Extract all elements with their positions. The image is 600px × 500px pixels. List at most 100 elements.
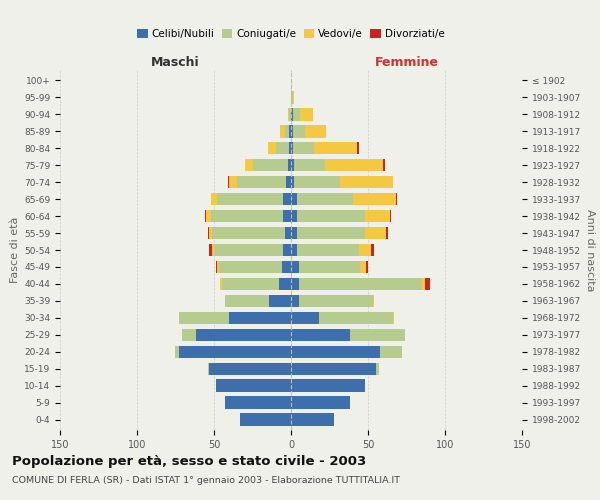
Bar: [291, 125, 293, 138]
Bar: [297, 244, 359, 256]
Bar: [373, 294, 374, 308]
Text: Femmine: Femmine: [374, 56, 439, 69]
Bar: [376, 362, 379, 375]
Bar: [283, 192, 291, 205]
Bar: [209, 362, 291, 375]
Bar: [217, 192, 283, 205]
Bar: [291, 380, 365, 392]
Bar: [282, 260, 291, 274]
Bar: [209, 244, 212, 256]
Bar: [389, 210, 391, 222]
Bar: [350, 328, 405, 342]
Bar: [293, 91, 294, 104]
Bar: [291, 210, 297, 222]
Bar: [325, 158, 383, 172]
Bar: [291, 142, 293, 154]
Bar: [383, 158, 385, 172]
Text: Popolazione per età, sesso e stato civile - 2003: Popolazione per età, sesso e stato civil…: [12, 455, 366, 468]
Bar: [291, 260, 299, 274]
Bar: [291, 176, 294, 188]
Bar: [275, 142, 289, 154]
Bar: [291, 312, 319, 324]
Bar: [211, 210, 283, 222]
Bar: [286, 176, 291, 188]
Y-axis label: Anni di nascita: Anni di nascita: [585, 209, 595, 291]
Bar: [299, 278, 422, 290]
Bar: [175, 346, 179, 358]
Bar: [212, 244, 214, 256]
Bar: [278, 278, 291, 290]
Bar: [222, 278, 278, 290]
Bar: [297, 192, 353, 205]
Bar: [425, 278, 430, 290]
Bar: [359, 244, 371, 256]
Bar: [220, 278, 222, 290]
Bar: [209, 226, 212, 239]
Bar: [357, 142, 359, 154]
Bar: [208, 362, 209, 375]
Bar: [280, 125, 285, 138]
Bar: [291, 396, 350, 409]
Bar: [215, 260, 217, 274]
Bar: [237, 176, 286, 188]
Y-axis label: Fasce di età: Fasce di età: [10, 217, 20, 283]
Bar: [299, 294, 373, 308]
Bar: [291, 91, 293, 104]
Bar: [371, 244, 374, 256]
Bar: [367, 260, 368, 274]
Bar: [285, 125, 289, 138]
Bar: [245, 158, 253, 172]
Bar: [283, 210, 291, 222]
Bar: [291, 226, 297, 239]
Bar: [289, 108, 291, 120]
Bar: [293, 142, 314, 154]
Bar: [288, 108, 289, 120]
Text: COMUNE DI FERLA (SR) - Dati ISTAT 1° gennaio 2003 - Elaborazione TUTTITALIA.IT: COMUNE DI FERLA (SR) - Dati ISTAT 1° gen…: [12, 476, 400, 485]
Bar: [305, 125, 326, 138]
Bar: [291, 158, 294, 172]
Bar: [293, 108, 300, 120]
Bar: [211, 192, 217, 205]
Bar: [294, 176, 340, 188]
Bar: [268, 142, 275, 154]
Bar: [229, 312, 291, 324]
Bar: [365, 210, 389, 222]
Bar: [300, 108, 313, 120]
Text: Maschi: Maschi: [151, 56, 200, 69]
Bar: [215, 380, 291, 392]
Bar: [299, 260, 360, 274]
Bar: [291, 346, 380, 358]
Bar: [297, 226, 365, 239]
Bar: [353, 192, 396, 205]
Bar: [214, 244, 283, 256]
Bar: [225, 396, 291, 409]
Bar: [294, 158, 325, 172]
Bar: [253, 158, 288, 172]
Bar: [196, 328, 291, 342]
Bar: [297, 210, 365, 222]
Bar: [386, 226, 388, 239]
Bar: [360, 260, 367, 274]
Bar: [340, 176, 392, 188]
Bar: [269, 294, 291, 308]
Bar: [218, 260, 282, 274]
Bar: [212, 226, 285, 239]
Bar: [293, 125, 305, 138]
Bar: [289, 142, 291, 154]
Bar: [229, 176, 237, 188]
Bar: [225, 294, 269, 308]
Bar: [205, 210, 206, 222]
Bar: [291, 328, 350, 342]
Bar: [380, 346, 402, 358]
Bar: [319, 312, 392, 324]
Bar: [179, 312, 229, 324]
Bar: [283, 244, 291, 256]
Bar: [314, 142, 357, 154]
Bar: [291, 192, 297, 205]
Bar: [206, 210, 211, 222]
Bar: [291, 362, 376, 375]
Bar: [240, 414, 291, 426]
Legend: Celibi/Nubili, Coniugati/e, Vedovi/e, Divorziati/e: Celibi/Nubili, Coniugati/e, Vedovi/e, Di…: [133, 25, 449, 43]
Bar: [228, 176, 229, 188]
Bar: [291, 244, 297, 256]
